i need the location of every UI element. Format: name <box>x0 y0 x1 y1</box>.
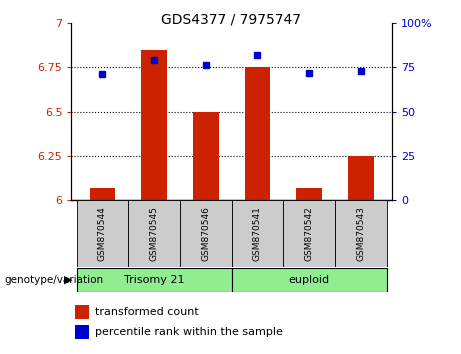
Bar <box>75 305 89 319</box>
Text: GSM870542: GSM870542 <box>305 206 313 261</box>
Bar <box>141 50 167 200</box>
Bar <box>89 188 115 200</box>
Bar <box>335 200 387 267</box>
Text: euploid: euploid <box>289 275 330 285</box>
Bar <box>245 67 271 200</box>
Bar <box>180 200 231 267</box>
Bar <box>348 156 374 200</box>
Bar <box>128 200 180 267</box>
Bar <box>193 112 219 200</box>
Bar <box>231 268 387 292</box>
Text: GSM870541: GSM870541 <box>253 206 262 261</box>
Text: GSM870544: GSM870544 <box>98 206 107 261</box>
Bar <box>231 200 284 267</box>
Text: GSM870545: GSM870545 <box>150 206 159 261</box>
Text: Trisomy 21: Trisomy 21 <box>124 275 184 285</box>
Text: GSM870546: GSM870546 <box>201 206 210 261</box>
Bar <box>77 268 231 292</box>
Text: ▶: ▶ <box>64 275 72 285</box>
Text: GSM870543: GSM870543 <box>356 206 366 261</box>
Text: genotype/variation: genotype/variation <box>5 275 104 285</box>
Bar <box>284 200 335 267</box>
Bar <box>77 200 128 267</box>
Text: transformed count: transformed count <box>95 307 199 317</box>
Bar <box>296 188 322 200</box>
Bar <box>75 325 89 338</box>
Text: percentile rank within the sample: percentile rank within the sample <box>95 327 284 337</box>
Text: GDS4377 / 7975747: GDS4377 / 7975747 <box>160 12 301 27</box>
